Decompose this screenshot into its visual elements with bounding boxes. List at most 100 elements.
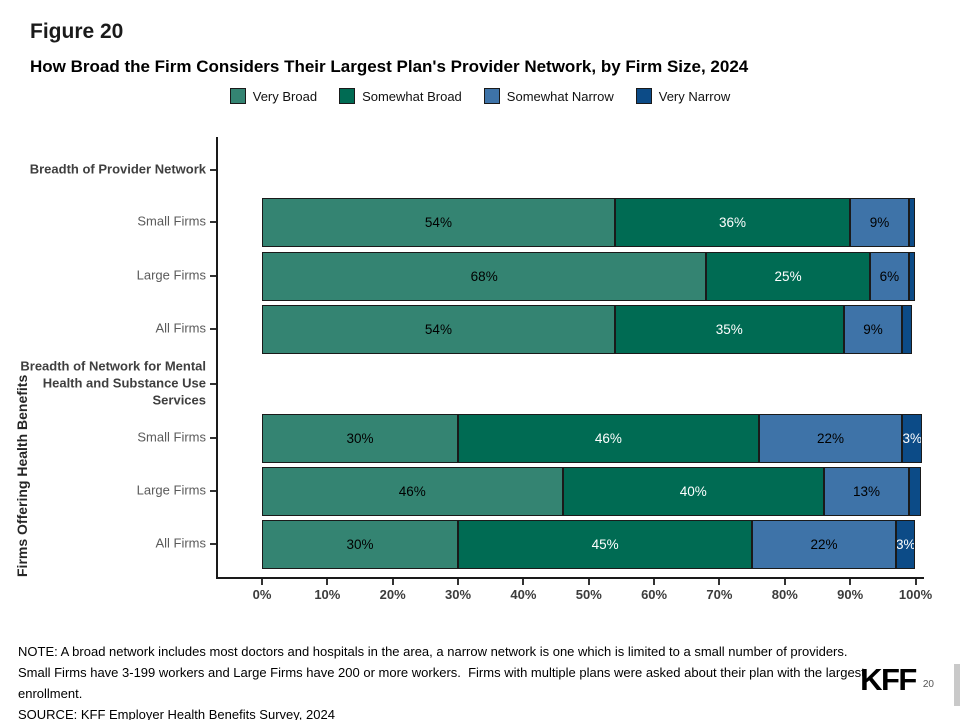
bar-segment: 54% <box>262 304 615 354</box>
y-axis-line <box>216 137 218 579</box>
bar-value-label: 22% <box>817 430 845 446</box>
category-row-label: Small Firms <box>137 213 206 229</box>
x-tick <box>783 579 786 585</box>
category-row-label: Large Firms <box>136 267 206 283</box>
x-tick <box>522 579 525 585</box>
category-group-header: Breadth of Provider Network <box>29 161 206 177</box>
x-tick <box>653 579 656 585</box>
x-tick <box>457 579 460 585</box>
category-row-label: Small Firms <box>137 429 206 445</box>
legend-label: Somewhat Broad <box>362 88 462 104</box>
bar-value-label: 46% <box>398 483 426 499</box>
y-tick <box>210 328 216 330</box>
bar-segment <box>908 251 916 301</box>
bar-segment: 22% <box>758 413 903 463</box>
edge-tab-decoration <box>954 664 960 706</box>
category-row-label: All Firms <box>155 320 206 336</box>
kff-logo-text: KFF <box>860 662 917 697</box>
legend-item: Somewhat Broad <box>339 88 462 104</box>
y-tick <box>210 543 216 545</box>
figure-number: Figure 20 <box>30 20 124 43</box>
legend-swatch-icon <box>229 88 246 104</box>
bar-segment: 30% <box>262 413 459 463</box>
bar-segment <box>902 304 913 354</box>
footnotes: NOTE: A broad network includes most doct… <box>18 641 865 720</box>
bar-segment: 30% <box>262 519 459 569</box>
y-tick <box>210 275 216 277</box>
x-tick-label: 70% <box>706 587 733 602</box>
legend-swatch-icon <box>339 88 356 104</box>
bar-segment: 9% <box>843 304 903 354</box>
bar-value-label: 6% <box>879 268 900 284</box>
bar-segment: 9% <box>850 197 909 247</box>
bar-value-label: 54% <box>424 321 452 337</box>
bar-value-label: 3% <box>895 536 916 552</box>
x-tick-label: 80% <box>771 587 798 602</box>
page-number: 20 <box>922 678 934 690</box>
x-tick <box>914 579 917 585</box>
x-tick-label: 90% <box>837 587 864 602</box>
bar-value-label: 40% <box>679 483 707 499</box>
bar-value-label: 45% <box>591 536 619 552</box>
legend: Very Broad Somewhat Broad Somewhat Narrow V… <box>0 88 960 104</box>
kff-logo: KFF 20 <box>860 662 934 698</box>
x-tick <box>849 579 852 585</box>
bar-segment: 45% <box>458 519 753 569</box>
bar-segment: 3% <box>895 519 916 569</box>
bar-value-label: 30% <box>346 536 374 552</box>
x-tick-label: 100% <box>898 587 933 602</box>
bar-value-label: 3% <box>902 430 922 446</box>
y-tick <box>210 383 216 385</box>
x-tick-label: 0% <box>252 587 272 602</box>
legend-label: Very Broad <box>252 88 318 104</box>
legend-swatch-icon <box>483 88 500 104</box>
legend-label: Somewhat Narrow <box>506 88 614 104</box>
x-tick <box>391 579 394 585</box>
x-axis-line <box>216 577 924 579</box>
y-axis-title: Firms Offering Health Benefits <box>14 374 30 577</box>
bar-segment: 36% <box>614 197 851 247</box>
bar-value-label: 68% <box>470 268 498 284</box>
x-tick-label: 30% <box>445 587 472 602</box>
bar-value-label: 36% <box>718 214 747 230</box>
bar-segment: 6% <box>869 251 909 301</box>
legend-item: Very Broad <box>229 88 318 104</box>
bar-value-label: 13% <box>852 483 880 499</box>
bar-value-label: 22% <box>810 536 838 552</box>
bar-value-label: 35% <box>715 321 743 337</box>
bar-value-label: 9% <box>869 214 890 230</box>
x-tick <box>718 579 721 585</box>
x-tick-label: 40% <box>510 587 537 602</box>
legend-item: Very Narrow <box>635 88 731 104</box>
x-tick <box>587 579 590 585</box>
bar-segment: 13% <box>824 466 909 516</box>
bar-value-label: 9% <box>863 321 883 337</box>
category-row-label: Large Firms <box>136 482 206 498</box>
bar-segment: 54% <box>262 197 615 247</box>
x-tick <box>326 579 329 585</box>
x-tick-label: 60% <box>641 587 668 602</box>
bar-segment: 25% <box>706 251 870 301</box>
bar-segment: 3% <box>902 413 923 463</box>
bar-segment <box>908 466 921 516</box>
x-tick <box>261 579 263 585</box>
legend-swatch-icon <box>635 88 652 104</box>
bar-segment: 46% <box>262 466 563 516</box>
bar-segment: 40% <box>562 466 824 516</box>
bar-segment: 46% <box>458 413 759 463</box>
y-tick <box>210 490 216 492</box>
category-row-label: All Firms <box>155 535 206 551</box>
y-tick <box>210 169 216 171</box>
note-line: enrollment. <box>18 686 83 701</box>
y-tick <box>210 437 216 439</box>
category-group-header: Breadth of Network for Mental Health and… <box>20 358 206 408</box>
source-line: SOURCE: KFF Employer Health Benefits Sur… <box>18 707 335 720</box>
legend-item: Somewhat Narrow <box>483 88 614 104</box>
bar-segment: 22% <box>752 519 896 569</box>
y-tick <box>210 221 216 223</box>
legend-label: Very Narrow <box>658 88 731 104</box>
bar-value-label: 30% <box>346 430 374 446</box>
bar-value-label: 25% <box>774 268 802 284</box>
